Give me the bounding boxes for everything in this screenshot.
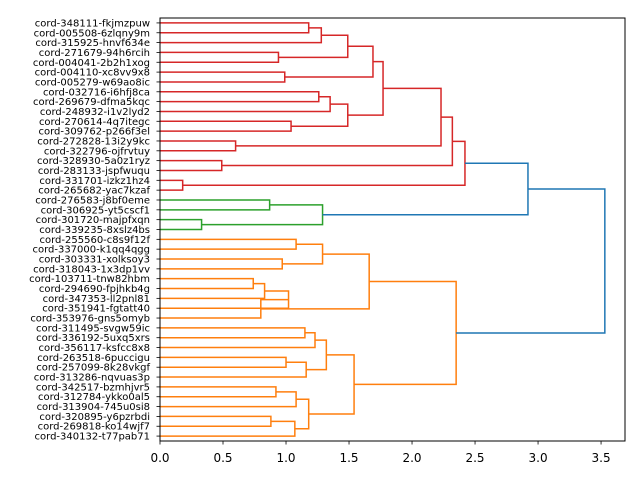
leaf-label: cord-315925-hnvf634e xyxy=(35,38,150,49)
dendrogram-link-m30 xyxy=(160,327,306,339)
dendrogram-link-m34 xyxy=(306,339,328,371)
dendrogram-link-m32 xyxy=(160,356,287,368)
leaf-label: cord-318043-1x3dp1vv xyxy=(33,264,150,275)
leaf-label: cord-265682-yac7kzaf xyxy=(38,186,150,197)
leaf-label: cord-311495-svgw59ic xyxy=(36,323,150,334)
leaf-label: cord-320895-y6pzrbdi xyxy=(39,412,150,423)
dendrogram-link-m3 xyxy=(160,51,280,64)
dendrogram-link-m5 xyxy=(160,71,286,83)
dendrogram-link-m28 xyxy=(160,298,289,319)
dendrogram-link-m18 xyxy=(160,199,271,211)
leaf-label: cord-313904-745u0si8 xyxy=(37,402,150,413)
leaf-label: cord-348111-fkjmzpuw xyxy=(35,18,150,29)
leaf-label: cord-303331-xolksoy3 xyxy=(39,255,150,266)
leaf-label: cord-263518-6puccigu xyxy=(37,353,150,364)
dendrogram-link-m27 xyxy=(160,290,290,309)
leaf-label: cord-339235-8xslz4bs xyxy=(39,225,150,236)
dendrogram-link-m26 xyxy=(160,282,266,300)
x-tick-label: 3.0 xyxy=(529,451,548,465)
x-axis: 0.0 0.5 1.0 1.5 2.0 2.5 3.0 3.5 xyxy=(150,441,611,465)
dendrogram-link-m12 xyxy=(160,140,237,152)
leaf-label: cord-306925-yt5cscf1 xyxy=(41,205,150,216)
dendrogram-link-m7 xyxy=(160,91,320,103)
leaf-label: cord-255560-c8s9f12f xyxy=(40,235,151,246)
leaf-labels: cord-348111-fkjmzpuwcord-005508-6zlqny9m… xyxy=(29,18,160,443)
dendrogram-link-m1 xyxy=(160,22,310,34)
leaf-label: cord-283133-jspfwuqu xyxy=(38,166,150,177)
leaf-label: cord-336192-5uxq5xrs xyxy=(36,333,150,344)
dendrogram-link-m39 xyxy=(294,398,310,430)
leaf-label: cord-340132-t77pab71 xyxy=(35,432,150,443)
dendrogram-link-m33 xyxy=(160,361,307,378)
leaf-label: cord-322796-ojfrvtuy xyxy=(44,146,150,157)
leaf-label: cord-276583-j8bf0eme xyxy=(35,195,150,206)
dendrogram-link-m20 xyxy=(201,204,324,226)
leaf-label: cord-269818-ko14wjf7 xyxy=(38,422,150,433)
dendrogram-link-m40 xyxy=(308,354,355,415)
leaf-label: cord-356117-ksfcc8x8 xyxy=(39,343,150,354)
dendrogram-link-m8 xyxy=(160,95,331,113)
leaf-label: cord-328930-5a0z1ryz xyxy=(37,156,150,167)
dendrogram-link-m4 xyxy=(278,34,349,59)
x-tick-label: 2.0 xyxy=(402,451,421,465)
x-tick-label: 0.0 xyxy=(150,451,169,465)
dendrogram-link-m14 xyxy=(160,159,223,172)
leaf-label: cord-347353-ll2pnl81 xyxy=(43,294,150,305)
leaf-label: cord-257099-8k28vkgf xyxy=(36,363,150,374)
leaf-label: cord-309762-p266f3el xyxy=(38,127,150,138)
dendrogram-link-m31 xyxy=(160,332,316,349)
leaf-label: cord-005508-6zlqny9m xyxy=(34,28,150,39)
leaf-label: cord-331701-izkz1hz4 xyxy=(39,176,150,187)
leaf-label: cord-313286-nqvuas3p xyxy=(34,373,150,384)
dendrogram-links xyxy=(160,22,606,437)
leaf-label: cord-270614-4q7itegc xyxy=(39,117,150,128)
dendrogram-link-m6 xyxy=(284,45,374,78)
leaf-label: cord-004041-2b2h1xog xyxy=(33,58,150,69)
leaf-label: cord-337000-k1qq4qgg xyxy=(32,245,150,256)
dendrogram-link-m24 xyxy=(282,243,324,265)
dendrogram-link-m25 xyxy=(160,277,255,290)
leaf-label: cord-248932-i1v2lyd2 xyxy=(40,107,150,118)
dendrogram-link-m22 xyxy=(160,238,297,250)
leaf-label: cord-103711-tnw82hbm xyxy=(29,274,150,285)
x-tick-label: 1.0 xyxy=(276,451,295,465)
x-tick-label: 2.5 xyxy=(465,451,484,465)
leaf-label: cord-351941-fgtatt40 xyxy=(42,304,150,315)
dendrogram-link-m35 xyxy=(160,386,277,398)
leaf-label: cord-271679-94h6rcih xyxy=(39,48,150,59)
dendrogram-link-m17 xyxy=(182,140,466,186)
leaf-label: cord-353976-gns5omyb xyxy=(30,314,150,325)
leaf-label: cord-032716-i6hfj8ca xyxy=(43,87,150,98)
dendrogram-link-m10 xyxy=(291,103,349,127)
plot-frame xyxy=(159,17,626,442)
dendrogram-link-m16 xyxy=(160,179,184,191)
dendrogram-link-m21 xyxy=(322,162,529,216)
dendrogram-link-m2 xyxy=(160,27,323,44)
dendrogram-link-m15 xyxy=(221,116,454,167)
leaf-label: cord-269679-dfma5kqc xyxy=(33,97,150,108)
dendrogram-link-m23 xyxy=(160,258,283,270)
leaf-label: cord-312784-ykko0al5 xyxy=(38,392,150,403)
leaf-label: cord-272828-13i2y9kc xyxy=(37,136,150,147)
dendrogram-link-m13 xyxy=(235,87,442,147)
x-tick-label: 0.5 xyxy=(213,451,232,465)
leaf-label: cord-342517-bzmhjvr5 xyxy=(36,382,150,393)
leaf-label: cord-294690-fpjhkb4g xyxy=(39,284,150,295)
x-tick-label: 3.5 xyxy=(592,451,611,465)
dendrogram-link-m42 xyxy=(456,188,606,334)
dendrogram-link-m9 xyxy=(160,120,292,132)
x-tick-label: 1.5 xyxy=(339,451,358,465)
dendrogram-link-m19 xyxy=(160,218,203,231)
leaf-label: cord-005279-w69ao8ic xyxy=(35,77,150,88)
dendrogram-link-m38 xyxy=(160,420,296,437)
leaf-label: cord-301720-majpfxqn xyxy=(36,215,150,226)
dendrogram-link-m29 xyxy=(260,253,370,310)
dendrogram-link-m37 xyxy=(160,415,272,427)
leaf-label: cord-004110-xc8vv9x8 xyxy=(35,68,150,79)
dendrogram-link-m41 xyxy=(354,280,457,386)
dendrogram-link-m11 xyxy=(347,60,384,116)
